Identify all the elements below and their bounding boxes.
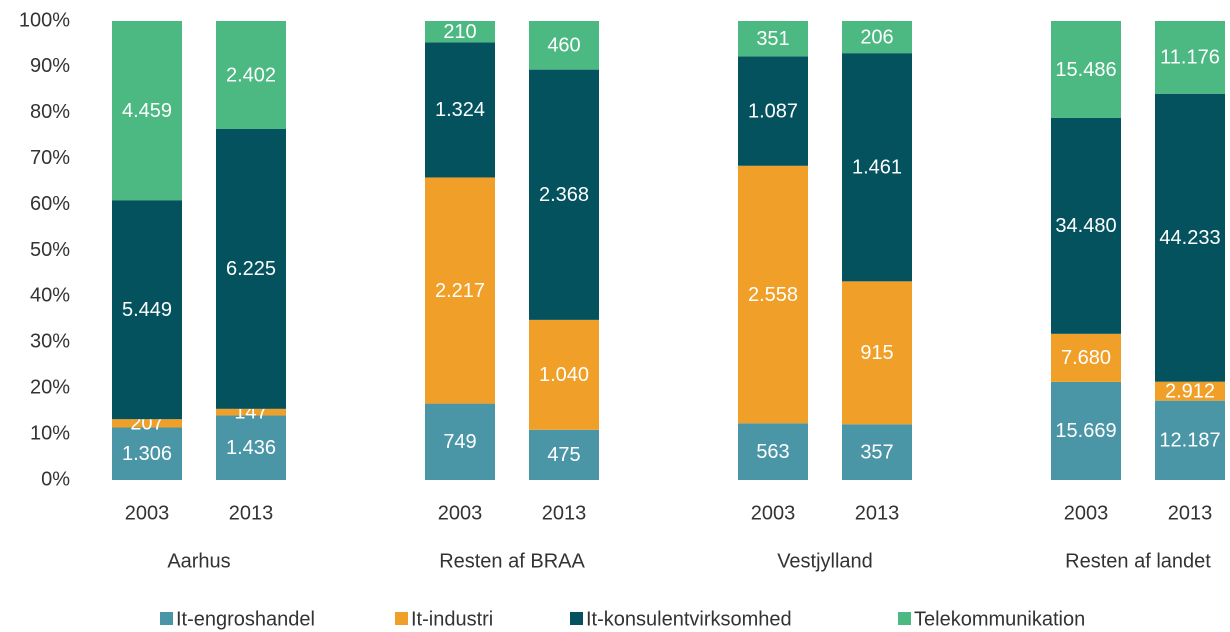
value-label: 1.324 [435, 99, 485, 121]
bar-segment [1051, 333, 1121, 382]
bar-segment [1155, 381, 1225, 401]
bar-segment [425, 42, 495, 178]
y-tick-label: 50% [30, 239, 70, 261]
bar-segment [216, 415, 286, 480]
x-tick-label: 2003 [125, 502, 170, 524]
value-label: 563 [756, 441, 789, 463]
x-tick-label: 2013 [229, 502, 274, 524]
group-label: Aarhus [167, 550, 230, 572]
legend-label: Telekommunikation [914, 608, 1085, 630]
legend-swatch [395, 612, 408, 625]
bar-segment [1051, 21, 1121, 118]
value-label: 2.217 [435, 280, 485, 302]
bar-segment [842, 281, 912, 425]
bar-segment [738, 21, 808, 57]
group-label: Resten af BRAA [439, 550, 585, 572]
group-label: Resten af landet [1065, 550, 1211, 572]
value-label: 206 [860, 26, 893, 48]
bar-segment [112, 200, 182, 420]
y-tick-label: 90% [30, 55, 70, 77]
y-tick-label: 80% [30, 101, 70, 123]
y-tick-label: 40% [30, 285, 70, 307]
bar-segment [1155, 21, 1225, 94]
value-label: 2.368 [539, 184, 589, 206]
bar-segment [1051, 117, 1121, 334]
value-label: 2.558 [748, 284, 798, 306]
value-label: 1.461 [852, 157, 902, 179]
value-label: 2.402 [226, 64, 276, 86]
bar-segment [1155, 93, 1225, 382]
bar-segment [425, 21, 495, 43]
value-label: 460 [547, 35, 580, 57]
y-tick-label: 20% [30, 376, 70, 398]
value-label: 4.459 [122, 100, 172, 122]
legend-swatch [898, 612, 911, 625]
x-tick-label: 2013 [1168, 502, 1213, 524]
bar-segment [1155, 400, 1225, 480]
bar-segment [738, 165, 808, 424]
value-label: 2.912 [1165, 380, 1215, 402]
x-tick-label: 2013 [542, 502, 587, 524]
x-tick-label: 2003 [751, 502, 796, 524]
value-label: 210 [443, 21, 476, 43]
value-label: 11.176 [1160, 47, 1220, 69]
value-label: 749 [443, 431, 476, 453]
value-label: 12.187 [1159, 430, 1220, 452]
bar-segment [529, 21, 599, 70]
bar-segment [216, 21, 286, 129]
y-tick-label: 100% [19, 9, 70, 31]
bar-segment [529, 429, 599, 480]
bar-segment [529, 69, 599, 320]
value-label: 6.225 [226, 258, 276, 280]
y-tick-label: 60% [30, 193, 70, 215]
value-label: 475 [547, 444, 580, 466]
bar-segment [216, 408, 286, 416]
value-label: 357 [860, 441, 893, 463]
value-label: 15.669 [1055, 420, 1116, 442]
value-label: 1.306 [122, 443, 172, 465]
y-tick-label: 10% [30, 422, 70, 444]
group-label: Vestjylland [777, 550, 873, 572]
legend-swatch [160, 612, 173, 625]
legend-swatch [570, 612, 583, 625]
bar-segment [112, 21, 182, 201]
legend-label: It-engroshandel [176, 608, 315, 630]
value-label: 351 [756, 28, 789, 50]
x-tick-label: 2013 [855, 502, 900, 524]
x-tick-label: 2003 [438, 502, 483, 524]
bar-segment [216, 128, 286, 409]
bar-segment [425, 403, 495, 480]
bar-segment [425, 177, 495, 404]
value-label: 15.486 [1055, 59, 1116, 81]
value-label: 1.040 [539, 364, 589, 386]
y-tick-label: 0% [41, 468, 70, 490]
x-tick-label: 2003 [1064, 502, 1109, 524]
bar-segment [1051, 381, 1121, 480]
legend-label: It-konsulentvirksomhed [586, 608, 792, 630]
legend-label: It-industri [411, 608, 493, 630]
y-tick-label: 30% [30, 331, 70, 353]
bar-segment [842, 21, 912, 54]
bar-segment [842, 53, 912, 282]
value-label: 7.680 [1061, 347, 1111, 369]
value-label: 915 [860, 342, 893, 364]
bar-segment [529, 319, 599, 430]
value-label: 44.233 [1159, 227, 1220, 249]
bar-segment [112, 427, 182, 480]
bar-segment [738, 423, 808, 480]
value-label: 1.087 [748, 100, 798, 122]
y-tick-label: 70% [30, 147, 70, 169]
bar-segment [738, 56, 808, 166]
value-label: 5.449 [122, 299, 172, 321]
value-label: 1.436 [226, 437, 276, 459]
bar-segment [112, 419, 182, 428]
value-label: 34.480 [1055, 215, 1116, 237]
bar-segment [842, 424, 912, 480]
